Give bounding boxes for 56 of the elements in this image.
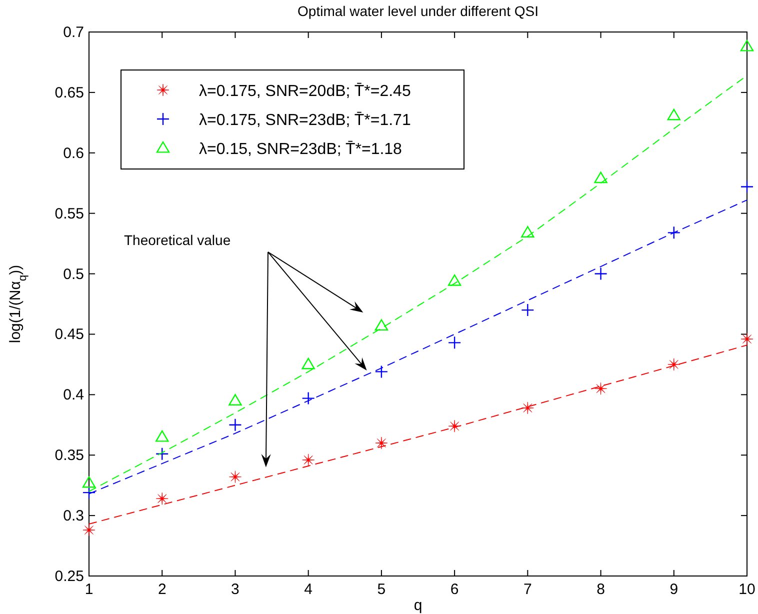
point: [521, 402, 534, 414]
point: [667, 108, 680, 120]
x-tick-label: 6: [450, 581, 459, 598]
point: [594, 172, 608, 184]
point: [448, 420, 461, 432]
point: [740, 180, 754, 194]
x-tick-label: 5: [377, 581, 386, 598]
point: [594, 267, 608, 280]
point: [448, 336, 462, 350]
legend-label: λ=0.15, SNR=23dB; T̄*=1.18: [199, 140, 402, 158]
legend-label: λ=0.175, SNR=20dB; T̄*=2.45: [199, 82, 411, 100]
point: [668, 358, 680, 371]
point: [82, 524, 96, 536]
point: [375, 436, 388, 450]
x-tick-label: 1: [84, 581, 94, 598]
point: [594, 382, 607, 395]
x-tick-label: 2: [158, 581, 166, 598]
x-tick-label: 3: [231, 581, 240, 598]
x-tick-label: 4: [304, 581, 313, 598]
x-tick-label: 7: [523, 581, 532, 598]
y-tick-label: 0.35: [54, 447, 84, 464]
point: [521, 226, 534, 238]
y-tick-label: 0.4: [63, 386, 84, 404]
point: [374, 365, 388, 378]
point: [740, 332, 754, 346]
point: [302, 358, 315, 370]
y-tick-label: 0.25: [54, 568, 84, 585]
y-tick-label: 0.5: [63, 266, 84, 283]
x-tick-label: 8: [596, 581, 605, 598]
x-tick-label: 9: [670, 581, 678, 598]
point: [667, 226, 680, 240]
y-tick-label: 0.65: [54, 84, 84, 102]
y-tick-label: 0.3: [63, 508, 84, 525]
y-tick-label: 0.6: [63, 144, 84, 162]
x-tick-label: 10: [738, 581, 756, 598]
point: [302, 454, 315, 466]
point: [448, 274, 462, 286]
point: [374, 319, 388, 331]
point: [228, 418, 242, 432]
point: [82, 486, 96, 500]
point: [521, 303, 534, 317]
point: [229, 470, 242, 484]
x-axis-title: q: [414, 597, 422, 614]
point: [82, 476, 96, 488]
y-tick-label: 0.55: [54, 205, 84, 222]
chart-title: Optimal water level under different QSI: [298, 3, 538, 19]
point: [228, 394, 242, 406]
annotation: Theoretical value: [124, 232, 231, 248]
legend-label: λ=0.175, SNR=23dB; T̄*=1.71: [199, 112, 411, 129]
point: [740, 40, 754, 52]
point: [156, 447, 169, 460]
point: [156, 430, 169, 442]
point: [302, 392, 315, 405]
y-tick-label: 0.45: [54, 326, 84, 344]
y-tick-label: 0.7: [63, 24, 84, 41]
point: [156, 492, 168, 505]
